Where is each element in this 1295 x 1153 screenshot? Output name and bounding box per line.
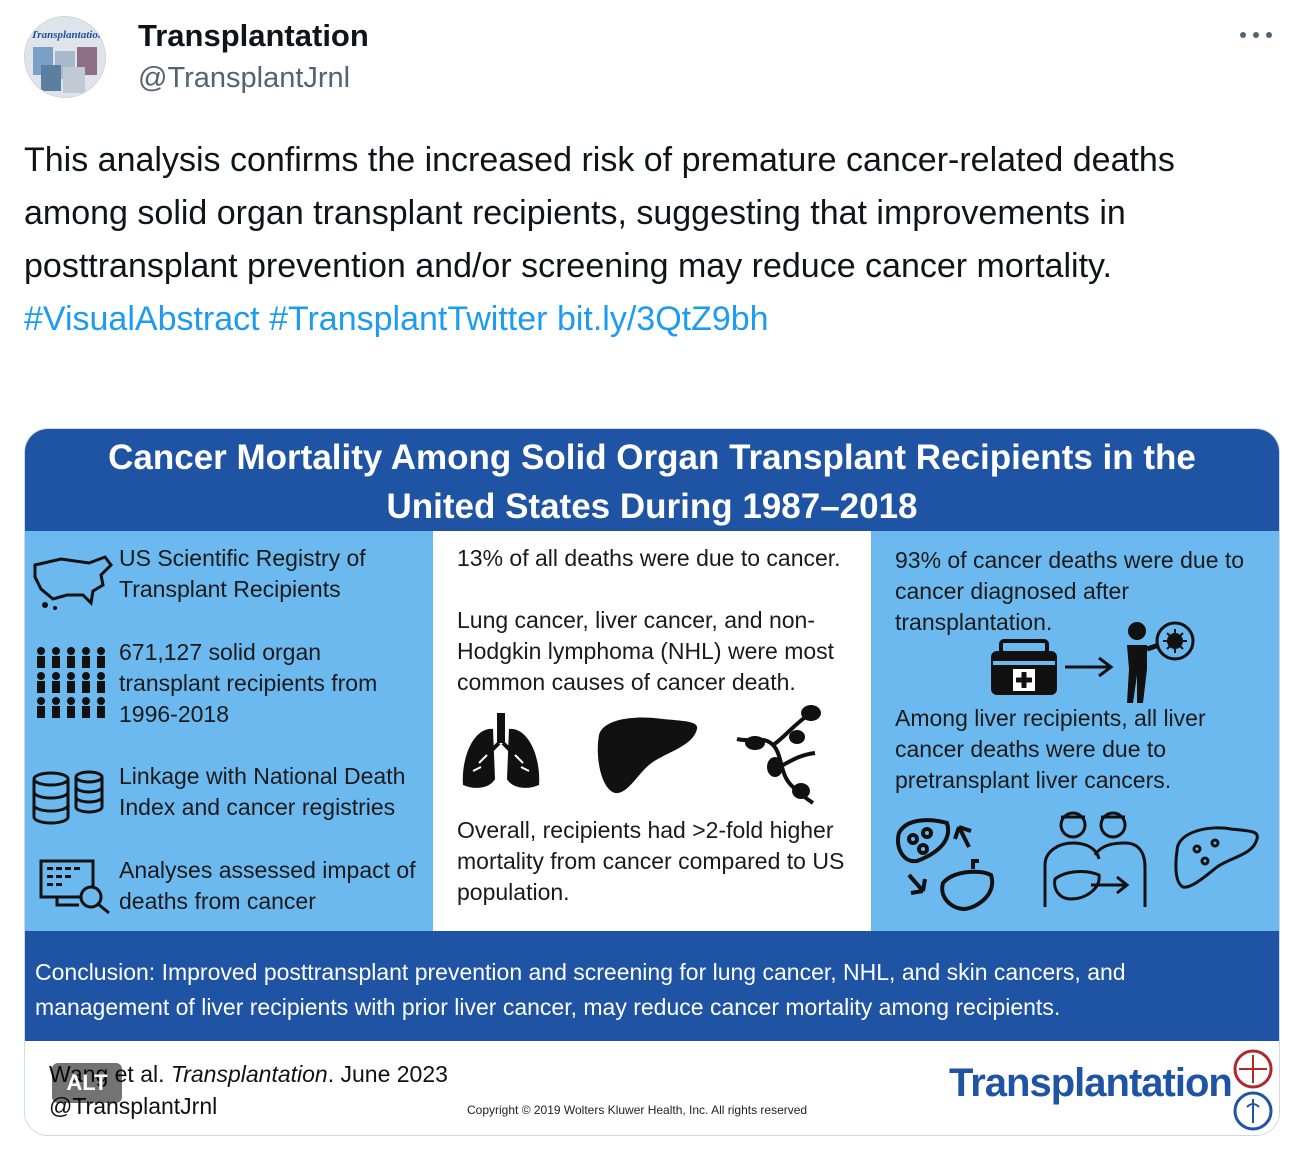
results-panel: 13% of all deaths were due to cancer. Lu… [433, 531, 871, 931]
liver-transplant-surgeon-icon [1043, 811, 1147, 907]
methods-panel: US Scientific Registry of Transplant Rec… [25, 531, 433, 931]
visual-abstract-image[interactable]: Cancer Mortality Among Solid Organ Trans… [24, 428, 1280, 1136]
liver-recipients-text: Among liver recipients, all liver cancer… [895, 705, 1206, 793]
hashtag-visual-abstract[interactable]: #VisualAbstract [24, 300, 260, 338]
account-name[interactable]: Transplantation [138, 18, 369, 53]
tweet-body: This analysis confirms the increased ris… [24, 141, 1175, 285]
lungs-icon [462, 713, 540, 788]
analysis-monitor-icon [39, 859, 110, 915]
tweet-text: This analysis confirms the increased ris… [24, 134, 1254, 346]
abstract-title-line1: Cancer Mortality Among Solid Organ Trans… [108, 438, 1196, 477]
lymph-node-icon [736, 705, 821, 805]
cancer-person-icon [1127, 621, 1195, 703]
avatar-masthead: Transplantation [31, 29, 104, 41]
abstract-title: Cancer Mortality Among Solid Organ Trans… [25, 429, 1279, 531]
registry-text: US Scientific Registry of Transplant Rec… [119, 545, 366, 602]
recipients-text: 671,127 solid organ transplant recipient… [119, 639, 378, 727]
account-avatar[interactable]: Transplantation [24, 16, 106, 98]
citation-date: . June 2023 [327, 1061, 448, 1087]
post-transplant-stat: 93% of cancer deaths were due to cancer … [895, 547, 1245, 635]
abstract-title-line2: United States During 1987–2018 [386, 487, 918, 526]
account-handle[interactable]: @TransplantJrnl [138, 62, 351, 94]
arrow-right-icon [1065, 656, 1114, 678]
transplant-cooler-icon [991, 639, 1057, 695]
liver-cycle-icon [896, 818, 995, 912]
copyright-text: Copyright © 2019 Wolters Kluwer Health, … [467, 1103, 808, 1117]
more-horizontal-icon[interactable] [1236, 20, 1276, 50]
linkage-text: Linkage with National Death Index and ca… [119, 763, 406, 820]
common-causes-text: Lung cancer, liver cancer, and non-Hodgk… [457, 607, 835, 695]
hashtag-transplant-twitter[interactable]: #TransplantTwitter [269, 300, 548, 338]
avatar-covers-image [33, 47, 97, 93]
abstract-footer: Wang et al. Transplantation. June 2023 @… [25, 1041, 1279, 1135]
tweet-link[interactable]: bit.ly/3QtZ9bh [556, 300, 769, 338]
society-seals-icon [1233, 1049, 1273, 1131]
database-icon [32, 770, 104, 825]
journal-logo: Transplantation [949, 1061, 1233, 1105]
cancer-death-stat: 13% of all deaths were due to cancer. [457, 545, 841, 571]
conclusion-text: Conclusion: Improved posttransplant prev… [25, 931, 1279, 1041]
liver-icon [597, 717, 698, 794]
population-icon [37, 647, 105, 718]
us-map-icon [33, 555, 113, 610]
overall-mortality-text: Overall, recipients had >2-fold higher m… [457, 817, 845, 905]
tweet-header: Transplantation Transplantation @Transpl… [24, 16, 1276, 100]
liver-outline-icon [1174, 826, 1259, 889]
timing-panel: 93% of cancer deaths were due to cancer … [871, 531, 1279, 931]
citation-journal: Transplantation [170, 1061, 328, 1087]
analyses-text: Analyses assessed impact of deaths from … [119, 857, 416, 914]
alt-text-badge[interactable]: ALT [52, 1063, 122, 1103]
